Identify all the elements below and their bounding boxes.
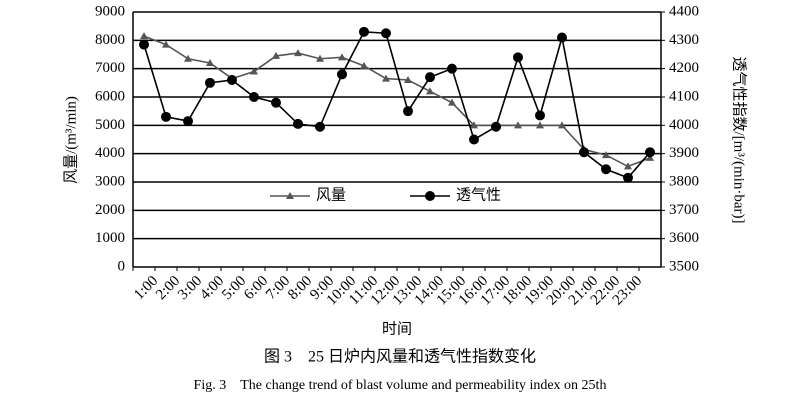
data-point: [513, 52, 523, 63]
data-point: [381, 28, 391, 39]
data-point: [602, 151, 610, 159]
data-point: [360, 61, 368, 69]
y-tick-label: 5000: [95, 117, 125, 133]
data-point: [337, 69, 347, 80]
data-point: [469, 134, 479, 145]
y2-tick-label: 3900: [669, 145, 699, 161]
series-line: [143, 35, 651, 168]
y2-tick-label: 3700: [669, 202, 699, 218]
data-point: [184, 54, 192, 62]
y2-tick-label: 4000: [669, 117, 699, 133]
data-point: [426, 87, 434, 95]
data-point: [316, 54, 324, 62]
data-point: [447, 63, 457, 74]
y2-tick-label: 4300: [669, 32, 699, 48]
data-point: [491, 121, 501, 132]
data-point: [227, 75, 237, 85]
data-point: [338, 53, 346, 61]
data-point: [404, 76, 412, 83]
data-point: [623, 172, 633, 183]
y-tick-label: 4000: [95, 145, 125, 161]
data-point: [293, 118, 303, 129]
data-point: [140, 32, 148, 40]
data-point: [139, 39, 149, 50]
y-axis-label: 风量/(m³/min): [62, 96, 79, 184]
y2-tick-label: 3500: [669, 258, 699, 274]
y-tick-label: 7000: [95, 60, 125, 76]
caption-en: Fig. 3 The change trend of blast volume …: [194, 378, 607, 393]
data-point: [249, 92, 259, 102]
data-point: [272, 51, 280, 59]
y2-tick-label: 3800: [669, 173, 699, 189]
series-line: [143, 31, 651, 179]
y2-tick-label: 4200: [669, 60, 699, 76]
data-point: [294, 49, 302, 57]
data-point: [183, 116, 193, 127]
data-point: [536, 121, 544, 129]
y-tick-label: 2000: [95, 202, 125, 218]
data-point: [403, 106, 413, 117]
y-tick-label: 8000: [95, 32, 125, 48]
data-point: [645, 147, 655, 158]
data-point: [382, 74, 390, 82]
legend-label: 透气性: [456, 186, 501, 203]
y2-tick-label: 4100: [669, 88, 699, 104]
data-point: [601, 164, 611, 175]
y-tick-label: 6000: [95, 88, 125, 104]
data-point: [579, 147, 589, 158]
data-point: [448, 98, 456, 106]
data-point: [558, 121, 566, 129]
caption-cn: 图 3 25 日炉内风量和透气性指数变化: [264, 348, 536, 366]
y2-tick-label: 4400: [669, 3, 699, 19]
data-point: [470, 121, 478, 129]
legend-label: 风量: [316, 186, 346, 203]
y2-tick-label: 3600: [669, 230, 699, 246]
data-point: [624, 162, 632, 170]
data-point: [359, 26, 369, 37]
data-point: [271, 97, 281, 108]
y2-axis-label: 透气性指数/[m³/(min·bar)]: [731, 57, 748, 224]
data-point: [425, 72, 435, 83]
data-point: [535, 110, 545, 121]
y-tick-label: 9000: [95, 3, 125, 19]
x-axis-label: 时间: [382, 320, 412, 337]
data-point: [514, 121, 522, 129]
data-point: [205, 77, 215, 88]
legend-bg: [408, 186, 518, 206]
data-point: [315, 121, 325, 132]
legend-marker: [286, 192, 294, 199]
data-point: [206, 59, 214, 66]
data-point: [646, 153, 654, 161]
data-point: [162, 40, 170, 48]
data-point: [161, 111, 171, 122]
y-tick-label: 0: [118, 258, 126, 274]
legend-bg: [268, 186, 358, 206]
legend-marker: [425, 191, 435, 201]
data-point: [557, 32, 567, 43]
data-point: [250, 67, 258, 75]
y-tick-label: 3000: [95, 173, 125, 189]
y-tick-label: 1000: [95, 230, 125, 246]
